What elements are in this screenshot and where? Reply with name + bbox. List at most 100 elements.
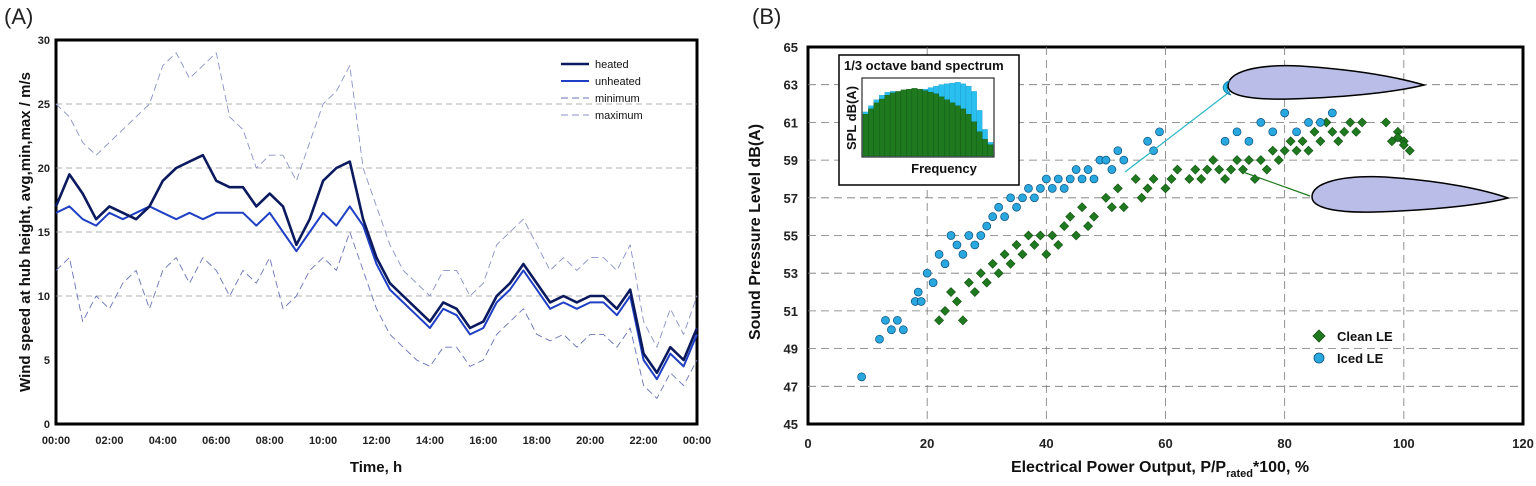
panel-a-y-axis-label: Wind speed at hub height, avg,min,max / … [17,72,34,392]
inset-bar-clean [862,114,869,157]
legend-clean-label: Clean LE [1337,329,1393,344]
x-tick-label: 40 [1039,436,1053,451]
data-point-iced [1053,174,1063,184]
x-tick-label: 18:00 [523,435,551,447]
data-point-clean [1238,164,1248,175]
inset-bar-clean [971,121,977,157]
x-tick-label: 00:00 [683,435,711,447]
data-point-iced [875,334,884,344]
inset-y-label: SPL dB(A) [844,86,859,150]
data-point-iced [1292,127,1301,137]
x-tick-label: 06:00 [202,435,230,447]
data-point-iced [857,372,866,382]
data-point-clean [1398,140,1409,150]
data-point-clean [1142,183,1153,194]
y-tick-label: 53 [784,266,798,281]
x-label-sub: rated [1226,468,1253,480]
data-point-iced [1280,108,1290,118]
data-point-clean [1392,132,1403,143]
inset-bar-clean [949,102,956,157]
x-tick-label: 02:00 [95,435,123,447]
data-point-clean [1404,145,1415,156]
data-point-iced [1071,165,1081,174]
x-tick-label: 22:00 [630,435,658,447]
panel-a-label: (A) [4,4,33,29]
inset-bar-clean [960,108,967,157]
inset-bar-clean [976,131,983,157]
data-point-clean [1106,202,1117,213]
inset-bar-clean [868,108,874,157]
data-point-clean [1357,117,1368,128]
data-point-clean [1309,126,1320,137]
panel-a-series [54,52,699,399]
data-point-clean [1339,126,1350,137]
data-point-iced [982,221,992,231]
data-point-clean [1029,240,1040,250]
data-point-clean [969,287,980,297]
panel-b-chart: 45 47 49 51 53 55 57 59 61 63 65 0 20 40 60 80 100 120 1… [747,40,1534,480]
series-line-maximum [55,52,698,348]
data-point-iced [940,259,950,269]
data-point-iced [1316,118,1325,127]
panel-b-y-axis-label: Sound Pressure Level dB(A) [747,124,764,340]
data-point-iced [1304,118,1313,127]
data-point-iced [1143,136,1152,146]
data-point-clean [963,277,974,288]
series-line-unheated [55,205,698,381]
data-point-iced [1119,155,1129,165]
x-tick-label: 0 [804,436,811,451]
x-tick-label: 60 [1158,436,1172,451]
data-point-clean [946,287,956,297]
x-tick-label: 120 [1512,436,1534,451]
inset-bar-clean [873,102,880,157]
data-point-clean [993,268,1004,279]
y-tick-label: 47 [784,379,798,394]
x-tick-label: 80 [1277,436,1291,451]
data-point-iced [913,287,923,297]
inset-bar-clean [933,93,939,157]
x-tick-label: 20 [920,436,934,451]
data-point-clean [1196,174,1207,184]
y-tick-label: 20 [38,163,50,175]
data-point-clean [1297,136,1308,147]
data-point-iced [922,268,932,278]
spectrum-inset: 1/3 octave band spectrum SPL dB(A) Frequ… [838,54,1020,186]
data-point-clean [1011,240,1022,250]
panel-b-x-ticks: 0 20 40 60 80 100 120 [804,436,1533,451]
data-point-iced [1327,108,1337,118]
data-point-clean [1386,136,1397,147]
inset-bar-clean [884,95,891,157]
panel-a-chart: 0 5 10 15 20 25 30 00:00 02:00 04:00 06:00 08:00 10… [17,35,711,476]
data-point-clean [940,305,950,316]
legend-label-maximum: maximum [595,110,643,122]
data-point-clean [1351,126,1362,137]
inset-bar-clean [965,114,972,157]
x-tick-label: 10:00 [309,435,337,447]
y-tick-label: 61 [784,115,798,130]
data-point-iced [976,231,986,240]
panel-b-airfoils [1124,64,1511,213]
x-label-tail: *100, % [1253,459,1309,476]
x-tick-label: 14:00 [416,435,444,447]
inset-bar-clean [879,98,885,157]
data-point-iced [1012,202,1021,212]
data-point-iced [988,212,998,221]
inset-bar-clean [906,88,912,157]
clean-airfoil-shape [1311,175,1511,213]
y-tick-label: 63 [784,78,798,93]
data-point-iced [1041,174,1051,184]
data-point-clean [1267,145,1278,156]
y-tick-label: 30 [38,35,50,47]
inset-bar-clean [889,92,896,157]
panel-a-x-axis-label: Time, h [350,459,402,476]
data-point-clean [1381,117,1391,128]
data-point-iced [1018,193,1027,203]
data-point-clean [1303,145,1314,156]
panel-a-x-ticks: 00:00 02:00 04:00 06:00 08:00 10:00 12:00 14:00… [42,435,711,447]
data-point-clean [1059,221,1070,231]
inset-bar-clean [911,88,918,157]
data-point-iced [887,325,896,335]
x-tick-label: 100 [1393,436,1415,451]
